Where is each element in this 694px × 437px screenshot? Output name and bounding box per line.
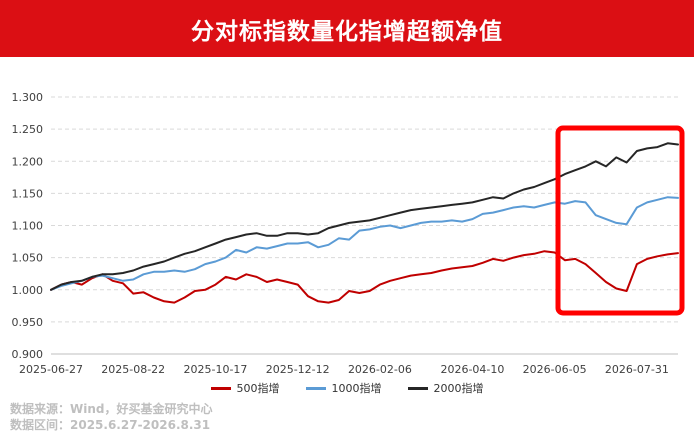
- series-line-1000: [50, 196, 679, 291]
- legend-item-500: 500指增: [210, 380, 280, 396]
- y-tick-label: 1.150: [12, 187, 44, 200]
- y-tick-label: 1.100: [12, 220, 44, 233]
- title-bar: 分对标指数量化指增超额净值: [0, 0, 694, 57]
- x-tick-label: 2026-02-06: [348, 363, 412, 376]
- data-source-note: 数据来源：Wind，好买基金研究中心: [10, 402, 213, 416]
- x-tick-label: 2025-12-12: [266, 363, 330, 376]
- x-tick-label: 2025-10-17: [183, 363, 247, 376]
- y-tick-label: 1.250: [12, 123, 44, 136]
- y-axis-ticks: 0.900 0.950 1.000 1.050 1.100 1.150 1.200 1.250…: [12, 91, 44, 361]
- grid-lines: [51, 96, 678, 355]
- x-tick-label: 2026-04-10: [440, 363, 504, 376]
- page-title: 分对标指数量化指增超额净值: [191, 18, 503, 45]
- y-tick-label: 0.950: [12, 316, 44, 329]
- data-range-note: 数据区间：2025.6.27-2026.8.31: [10, 418, 211, 432]
- x-tick-label: 2025-06-27: [19, 363, 83, 376]
- legend-label-2000: 2000指增: [433, 382, 484, 395]
- legend-item-1000: 1000指增: [305, 380, 382, 396]
- legend: 500指增 1000指增 2000指增: [0, 380, 694, 396]
- line-chart: 0.900 0.950 1.000 1.050 1.100 1.150 1.200 1.250…: [12, 91, 685, 376]
- x-tick-label: 2026-07-31: [605, 363, 669, 376]
- legend-label-500: 500指增: [236, 382, 280, 395]
- highlight-box: [555, 125, 685, 316]
- legend-swatch-2000: [407, 386, 428, 390]
- y-tick-label: 1.000: [12, 284, 44, 297]
- series-line-500: [50, 250, 679, 304]
- x-tick-label: 2026-06-05: [523, 363, 587, 376]
- legend-label-1000: 1000指增: [331, 382, 382, 395]
- series-line-2000: [50, 142, 679, 291]
- legend-swatch-1000: [305, 386, 326, 390]
- y-tick-label: 1.050: [12, 252, 44, 265]
- y-tick-label: 1.300: [12, 91, 44, 104]
- legend-swatch-500: [210, 386, 231, 390]
- y-tick-label: 0.900: [12, 348, 44, 361]
- footer: 数据来源：Wind，好买基金研究中心 数据区间：2025.6.27-2026.8…: [10, 401, 212, 433]
- x-tick-label: 2025-08-22: [101, 363, 165, 376]
- series-lines: [50, 142, 679, 304]
- x-axis-ticks: 2025-06-27 2025-08-22 2025-10-17 2025-12-12…: [19, 363, 669, 376]
- y-tick-label: 1.200: [12, 155, 44, 168]
- legend-item-2000: 2000指增: [407, 380, 484, 396]
